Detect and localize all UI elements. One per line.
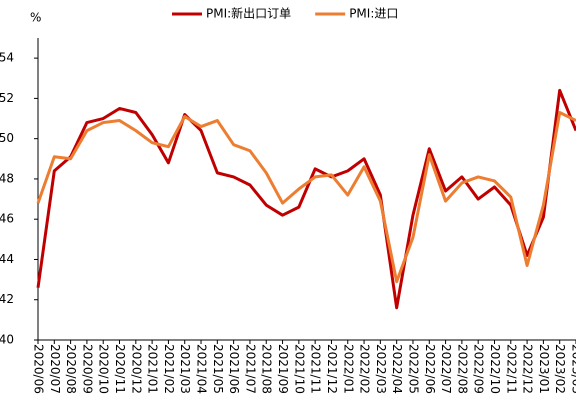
x-tick-label: 2020/09 xyxy=(80,344,94,394)
x-tick-label: 2021/04 xyxy=(195,344,209,394)
x-tick-label: 2022/08 xyxy=(455,344,469,394)
x-tick-label: 2020/07 xyxy=(48,344,62,394)
x-tick-label: 2021/01 xyxy=(146,344,160,394)
x-tick-label: 2022/06 xyxy=(423,344,437,394)
x-tick-label: 2020/06 xyxy=(32,344,46,394)
legend-label: PMI:进口 xyxy=(349,7,398,21)
x-tick-label: 2022/07 xyxy=(439,344,453,394)
x-tick-label: 2022/01 xyxy=(341,344,355,394)
x-tick-label: 2022/02 xyxy=(358,344,372,394)
x-tick-label: 2021/12 xyxy=(325,344,339,394)
y-tick-label: 42 xyxy=(0,292,14,306)
y-tick-label: 48 xyxy=(0,171,14,185)
x-tick-label: 2021/08 xyxy=(260,344,274,394)
x-tick-label: 2022/04 xyxy=(390,344,404,394)
y-tick-label: 50 xyxy=(0,131,14,145)
y-tick-label: 54 xyxy=(0,51,14,65)
x-tick-label: 2022/11 xyxy=(504,344,518,394)
x-tick-label: 2020/08 xyxy=(64,344,78,394)
line-series xyxy=(36,110,576,284)
x-tick-label: 2020/10 xyxy=(97,344,111,394)
x-tick-label: 2021/05 xyxy=(211,344,225,394)
x-tick-label: 2023/01 xyxy=(537,344,551,394)
x-tick-label: 2020/12 xyxy=(129,344,143,394)
x-tick-label: 2021/02 xyxy=(162,344,176,394)
x-tick-label: 2022/03 xyxy=(374,344,388,394)
x-tick-label: 2021/03 xyxy=(178,344,192,394)
y-tick-label: 44 xyxy=(0,252,14,266)
line-series xyxy=(36,88,576,310)
x-tick-label: 2023/02 xyxy=(553,344,567,394)
x-tick-label: 2021/09 xyxy=(276,344,290,394)
x-tick-label: 2021/07 xyxy=(243,344,257,394)
y-tick-label: 40 xyxy=(0,333,14,347)
x-tick-label: 2022/05 xyxy=(406,344,420,394)
x-tick-label: 2020/11 xyxy=(113,344,127,394)
legend-label: PMI:新出口订单 xyxy=(206,6,291,21)
x-tick-label: 2022/12 xyxy=(521,344,535,394)
x-tick-label: 2022/09 xyxy=(472,344,486,394)
x-tick-label: 2023/03 xyxy=(570,344,576,394)
y-unit: % xyxy=(30,11,41,25)
x-tick-label: 2022/10 xyxy=(488,344,502,394)
x-tick-label: 2021/10 xyxy=(292,344,306,394)
y-tick-label: 46 xyxy=(0,212,14,226)
x-tick-label: 2021/11 xyxy=(309,344,323,394)
x-tick-label: 2021/06 xyxy=(227,344,241,394)
y-tick-label: 52 xyxy=(0,91,14,105)
